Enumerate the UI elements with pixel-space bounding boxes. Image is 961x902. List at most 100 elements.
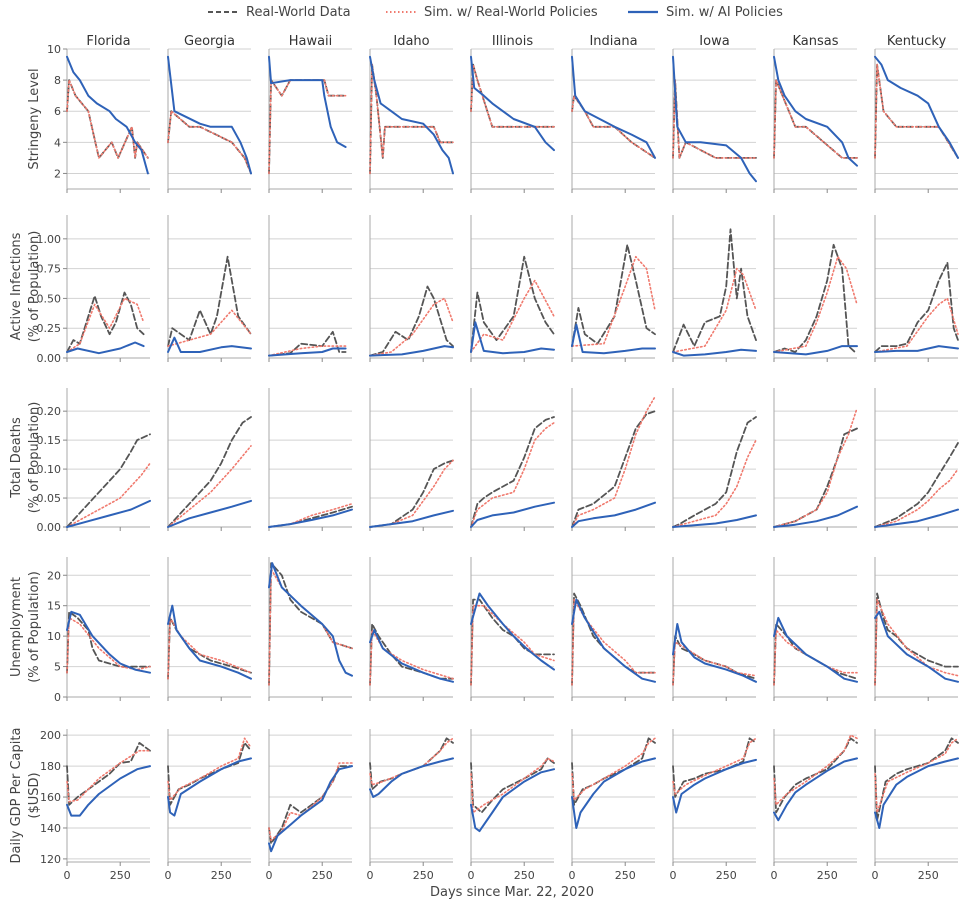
series-simreal bbox=[773, 629, 858, 686]
series-ai bbox=[167, 336, 252, 353]
series-simreal bbox=[874, 468, 959, 528]
x-tick-label: 250 bbox=[918, 869, 939, 882]
panel-stringency-hawaii: Hawaii bbox=[268, 34, 352, 193]
y-tick-label: 0.00 bbox=[37, 352, 62, 365]
panel-stringency-georgia: Georgia bbox=[167, 34, 252, 193]
panel-unemployment-florida: 0 5 10 15 20 bbox=[47, 557, 151, 704]
series-real bbox=[672, 416, 757, 528]
series-ai bbox=[167, 55, 252, 175]
state-title-idaho: Idaho bbox=[393, 34, 429, 49]
series-ai bbox=[470, 768, 555, 833]
series-simreal bbox=[773, 407, 858, 528]
series-real bbox=[167, 255, 252, 347]
row-ylabel-deaths: Total Deaths (% of Population) bbox=[9, 402, 42, 514]
panel-stringency-kentucky: Kentucky bbox=[874, 34, 959, 193]
series-ai bbox=[672, 514, 757, 528]
series-simreal bbox=[571, 94, 656, 159]
panel-infections-kansas bbox=[773, 215, 858, 362]
panel-infections-iowa bbox=[672, 215, 757, 362]
y-tick-label: 0.25 bbox=[37, 322, 62, 335]
series-ai bbox=[66, 341, 145, 355]
series-real bbox=[672, 737, 757, 798]
state-title-illinois: Illinois bbox=[492, 34, 533, 49]
x-tick-label: 0 bbox=[468, 869, 475, 882]
series-real bbox=[66, 79, 149, 159]
panel-infections-georgia bbox=[167, 215, 252, 362]
series-real bbox=[874, 592, 959, 686]
panel-stringency-iowa: Iowa bbox=[672, 34, 757, 193]
series-real bbox=[66, 291, 145, 353]
panel-deaths-georgia bbox=[167, 388, 252, 531]
series-simreal bbox=[874, 63, 959, 159]
panel-gdp-iowa: 0 250 bbox=[670, 729, 757, 882]
panel-deaths-florida: 0.00 0.05 0.10 0.15 0.20 bbox=[37, 388, 151, 534]
panel-stringency-kansas: Kansas bbox=[773, 34, 858, 193]
series-ai bbox=[571, 55, 656, 159]
series-ai bbox=[470, 55, 555, 152]
panel-deaths-illinois bbox=[470, 388, 555, 531]
series-simreal bbox=[66, 297, 145, 353]
small-multiples-grid: Stringeny Level 2 4 6 8 10 Florida Georgia Hawai… bbox=[9, 34, 959, 882]
series-real bbox=[369, 459, 454, 528]
x-tick-label: 250 bbox=[211, 869, 232, 882]
state-title-georgia: Georgia bbox=[184, 34, 235, 49]
series-real bbox=[773, 737, 858, 814]
series-simreal bbox=[571, 598, 656, 686]
series-simreal bbox=[268, 345, 347, 357]
y-tick-label: 120 bbox=[40, 853, 61, 866]
y-tick-label: 140 bbox=[40, 822, 61, 835]
series-ai bbox=[369, 629, 454, 683]
series-real bbox=[167, 617, 252, 680]
series-simreal bbox=[874, 297, 959, 353]
series-simreal bbox=[167, 617, 252, 680]
ylabel-line: Active Infections bbox=[9, 232, 24, 340]
series-simreal bbox=[66, 617, 151, 674]
panel-stringency-idaho: Idaho bbox=[369, 34, 454, 193]
panel-deaths-iowa bbox=[672, 388, 757, 531]
y-tick-label: 0.75 bbox=[37, 263, 62, 276]
ylabel-line: ($USD) bbox=[27, 772, 42, 818]
y-tick-label: 0 bbox=[54, 691, 61, 704]
series-real bbox=[571, 737, 656, 806]
panel-gdp-georgia: 0 250 bbox=[165, 729, 252, 882]
panel-infections-indiana bbox=[571, 215, 656, 362]
series-simreal bbox=[672, 737, 757, 795]
series-simreal bbox=[672, 267, 757, 353]
series-real bbox=[470, 255, 555, 353]
series-ai bbox=[268, 765, 353, 853]
series-real bbox=[268, 505, 353, 528]
y-tick-label: 160 bbox=[40, 791, 61, 804]
panel-gdp-hawaii: 0 250 bbox=[266, 729, 353, 882]
panel-infections-illinois bbox=[470, 215, 555, 362]
series-ai bbox=[672, 348, 757, 357]
y-tick-label: 6 bbox=[54, 105, 61, 118]
panel-unemployment-georgia bbox=[167, 557, 252, 701]
series-ai bbox=[66, 610, 151, 674]
series-ai bbox=[773, 55, 858, 167]
series-real bbox=[672, 79, 757, 159]
series-simreal bbox=[369, 459, 454, 528]
x-tick-label: 0 bbox=[569, 869, 576, 882]
series-ai bbox=[470, 501, 555, 528]
ylabel-line: (% of Population) bbox=[27, 231, 42, 343]
legend: Real-World Data Sim. w/ Real-World Polici… bbox=[208, 5, 783, 20]
panel-unemployment-illinois bbox=[470, 557, 555, 701]
y-tick-label: 1.00 bbox=[37, 233, 62, 246]
series-simreal bbox=[773, 255, 858, 353]
x-tick-label: 250 bbox=[716, 869, 737, 882]
series-ai bbox=[167, 757, 252, 817]
state-title-indiana: Indiana bbox=[589, 34, 637, 49]
series-real bbox=[167, 416, 252, 528]
series-simreal bbox=[66, 749, 151, 803]
series-simreal bbox=[672, 641, 757, 686]
x-tick-label: 250 bbox=[110, 869, 131, 882]
series-ai bbox=[369, 757, 454, 798]
panel-gdp-indiana: 0 250 bbox=[569, 729, 656, 882]
row-ylabel-infections: Active Infections (% of Population) bbox=[9, 231, 42, 343]
x-tick-label: 0 bbox=[670, 869, 677, 882]
ylabel-line: (% of Population) bbox=[27, 402, 42, 514]
state-title-kentucky: Kentucky bbox=[887, 34, 947, 49]
panel-stringency-florida: 2 4 6 8 10 Florida bbox=[47, 34, 150, 193]
x-tick-label: 250 bbox=[413, 869, 434, 882]
x-tick-label: 250 bbox=[312, 869, 333, 882]
